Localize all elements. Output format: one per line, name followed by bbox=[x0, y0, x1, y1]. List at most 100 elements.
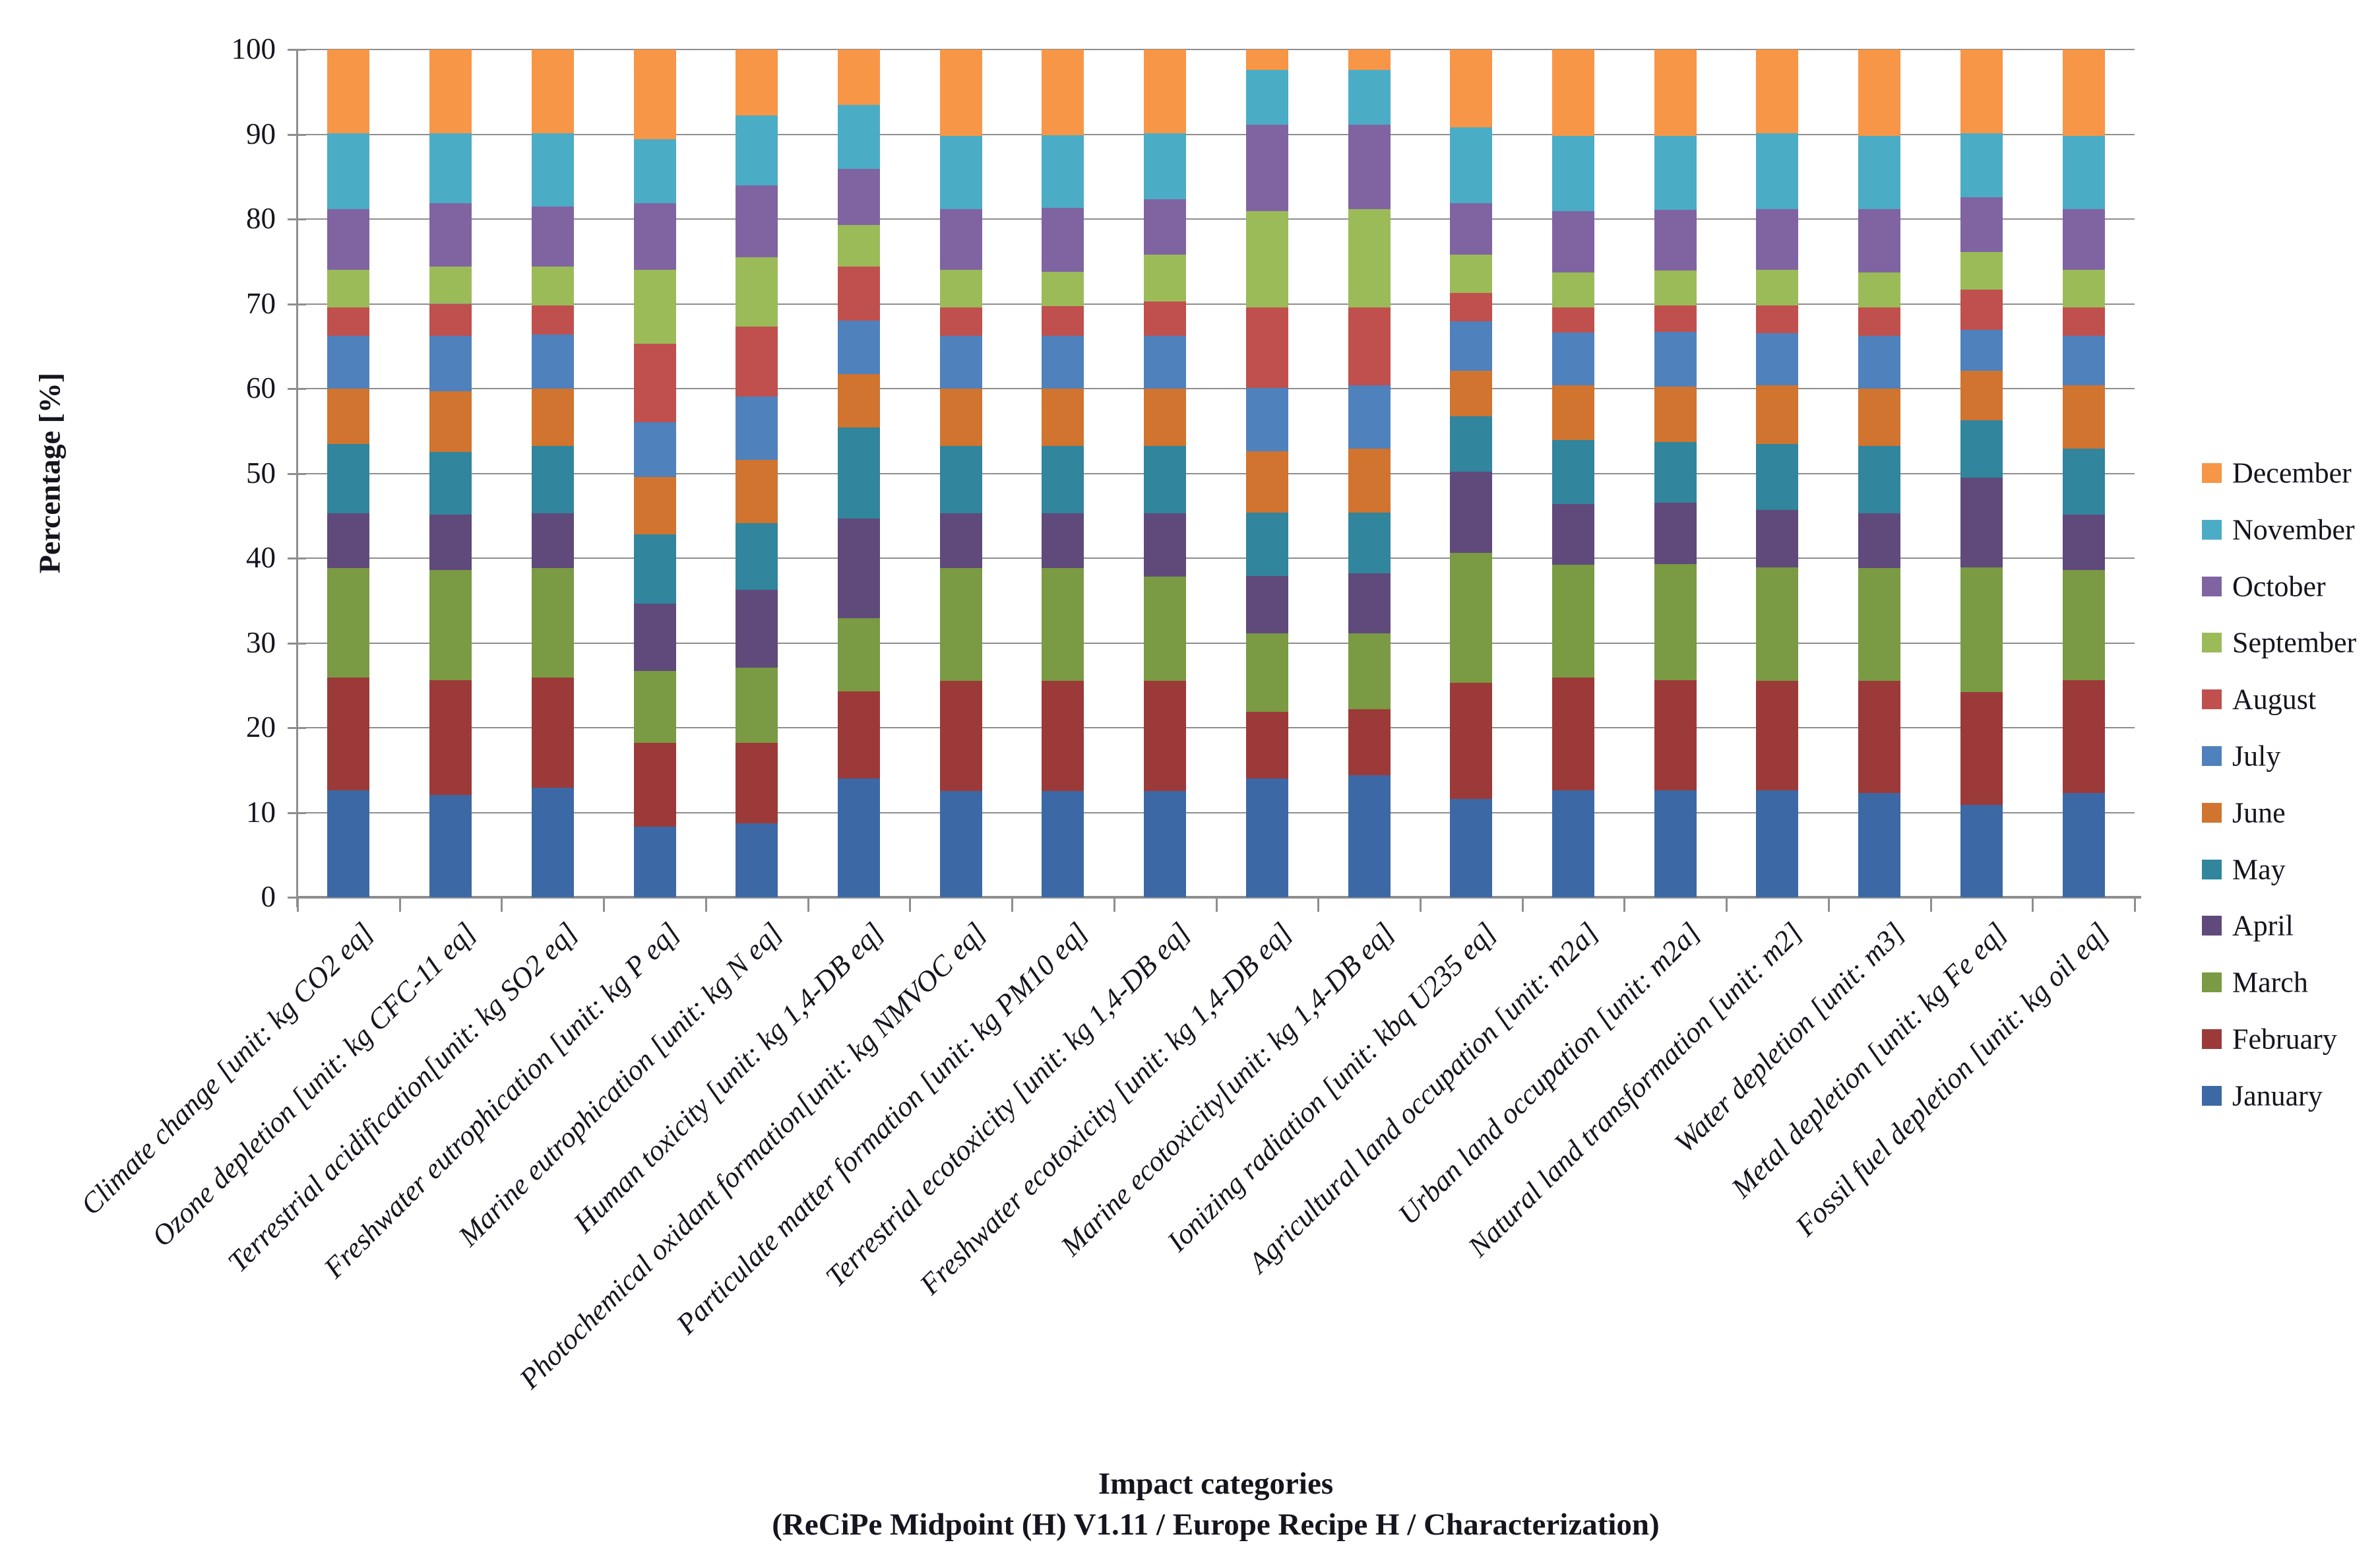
bar-segment-december bbox=[1042, 49, 1084, 135]
x-axis-title-line2: (ReCiPe Midpoint (H) V1.11 / Europe Reci… bbox=[772, 1507, 1660, 1542]
x-axis-tick bbox=[1521, 897, 1524, 912]
bar-segment-january bbox=[1552, 790, 1595, 897]
bar-segment-october bbox=[837, 169, 880, 225]
bar-segment-march bbox=[1450, 553, 1493, 683]
bar-segment-may bbox=[736, 523, 778, 590]
bar-segment-september bbox=[1960, 252, 2003, 290]
bar-segment-november bbox=[1858, 136, 1901, 209]
legend-item-february: February bbox=[2202, 1019, 2373, 1059]
bar-segment-july bbox=[1960, 330, 2003, 371]
bar-segment-march bbox=[939, 568, 982, 682]
bar-segment-april bbox=[939, 513, 982, 569]
bar-segment-february bbox=[1042, 681, 1084, 792]
bar-segment-december bbox=[1756, 49, 1799, 134]
bar-segment-may bbox=[1552, 440, 1595, 504]
bar-segment-march bbox=[837, 618, 880, 691]
bar-segment-october bbox=[2062, 208, 2105, 270]
bar-segment-may bbox=[1042, 446, 1084, 513]
bar-segment-november bbox=[2062, 136, 2105, 209]
bar-segment-february bbox=[939, 681, 982, 792]
bar-segment-november bbox=[1245, 69, 1288, 125]
bar-segment-october bbox=[1450, 203, 1493, 255]
bar-segment-september bbox=[939, 270, 982, 307]
bar-segment-august bbox=[1348, 307, 1391, 385]
bar-segment-april bbox=[1654, 503, 1697, 564]
bar-segment-june bbox=[633, 476, 676, 534]
legend-swatch-march bbox=[2202, 972, 2222, 993]
x-axis-tick bbox=[1827, 897, 1830, 912]
bar-segment-july bbox=[1042, 336, 1084, 389]
bar-segment-july bbox=[327, 336, 370, 389]
bar-segment-july bbox=[2062, 336, 2105, 385]
gridline bbox=[298, 811, 2135, 813]
x-axis-tick bbox=[705, 897, 707, 912]
bar-segment-november bbox=[1144, 133, 1187, 200]
x-axis-tick bbox=[1623, 897, 1626, 912]
bar-segment-march bbox=[1960, 567, 2003, 693]
bar-segment-january bbox=[327, 790, 370, 897]
y-tick-label: 80 bbox=[246, 201, 276, 235]
bar-segment-july bbox=[837, 321, 880, 375]
legend-label: February bbox=[2232, 1023, 2337, 1056]
x-axis-tick bbox=[2134, 897, 2136, 912]
legend-label: July bbox=[2232, 740, 2281, 773]
bar-segment-june bbox=[1654, 387, 1697, 442]
bar-segment-june bbox=[327, 389, 370, 444]
bar-segment-august bbox=[1042, 306, 1084, 336]
bar-segment-august bbox=[1858, 307, 1901, 336]
bar-segment-december bbox=[531, 49, 574, 134]
bar-segment-august bbox=[1756, 305, 1799, 334]
legend-swatch-may bbox=[2202, 859, 2222, 879]
bar-segment-october bbox=[939, 208, 982, 270]
bar-segment-june bbox=[1552, 385, 1595, 441]
bar-segment-april bbox=[429, 515, 472, 570]
x-axis-line bbox=[296, 896, 2141, 899]
bar-segment-july bbox=[1552, 333, 1595, 385]
bar-segment-september bbox=[736, 257, 778, 327]
bar-segment-december bbox=[1245, 49, 1288, 70]
x-axis-tick bbox=[2032, 897, 2034, 912]
bar-segment-march bbox=[531, 568, 574, 678]
bar-segment-november bbox=[1348, 69, 1391, 125]
bar-segment-october bbox=[1654, 209, 1697, 271]
bar-segment-december bbox=[837, 49, 880, 105]
bar-segment-january bbox=[1144, 791, 1187, 897]
legend-item-may: May bbox=[2202, 850, 2373, 889]
legend-swatch-october bbox=[2202, 576, 2222, 596]
bar-segment-july bbox=[1858, 336, 1901, 389]
x-axis-tick bbox=[1726, 897, 1728, 912]
bar-segment-november bbox=[1450, 127, 1493, 203]
category-label: Freshwater ecotoxicity [unit: kg 1,4-DB … bbox=[914, 916, 1299, 1301]
bar-segment-june bbox=[837, 374, 880, 428]
bar-segment-april bbox=[1450, 471, 1493, 554]
bar-segment-september bbox=[1756, 270, 1799, 306]
bar-segment-september bbox=[429, 266, 472, 304]
bar-segment-september bbox=[1042, 271, 1084, 307]
bar-segment-january bbox=[1960, 804, 2003, 897]
x-axis-tick bbox=[1011, 897, 1014, 912]
bar-segment-april bbox=[837, 518, 880, 619]
bar-segment-august bbox=[1144, 301, 1187, 336]
bar-segment-june bbox=[1960, 371, 2003, 420]
bar-segment-august bbox=[1450, 292, 1493, 322]
legend-label: March bbox=[2232, 966, 2308, 999]
bar-segment-august bbox=[736, 327, 778, 397]
bar-segment-january bbox=[633, 827, 676, 897]
bar-segment-august bbox=[633, 343, 676, 423]
bar-segment-march bbox=[429, 569, 472, 681]
bar-segment-march bbox=[327, 568, 370, 678]
bar-segment-july bbox=[1756, 333, 1799, 385]
legend-label: May bbox=[2232, 853, 2286, 886]
bar-segment-november bbox=[1552, 136, 1595, 212]
legend-label: November bbox=[2232, 513, 2355, 546]
bar-segment-february bbox=[1450, 682, 1493, 799]
legend-swatch-april bbox=[2202, 916, 2222, 936]
bar-segment-february bbox=[2062, 680, 2105, 793]
bar-segment-june bbox=[1042, 389, 1084, 447]
bar-segment-july bbox=[531, 334, 574, 389]
bar-segment-february bbox=[633, 743, 676, 827]
bar-segment-august bbox=[1552, 307, 1595, 333]
bar-segment-september bbox=[2062, 270, 2105, 307]
bar-segment-april bbox=[1858, 513, 1901, 569]
bar-segment-may bbox=[1245, 512, 1288, 576]
